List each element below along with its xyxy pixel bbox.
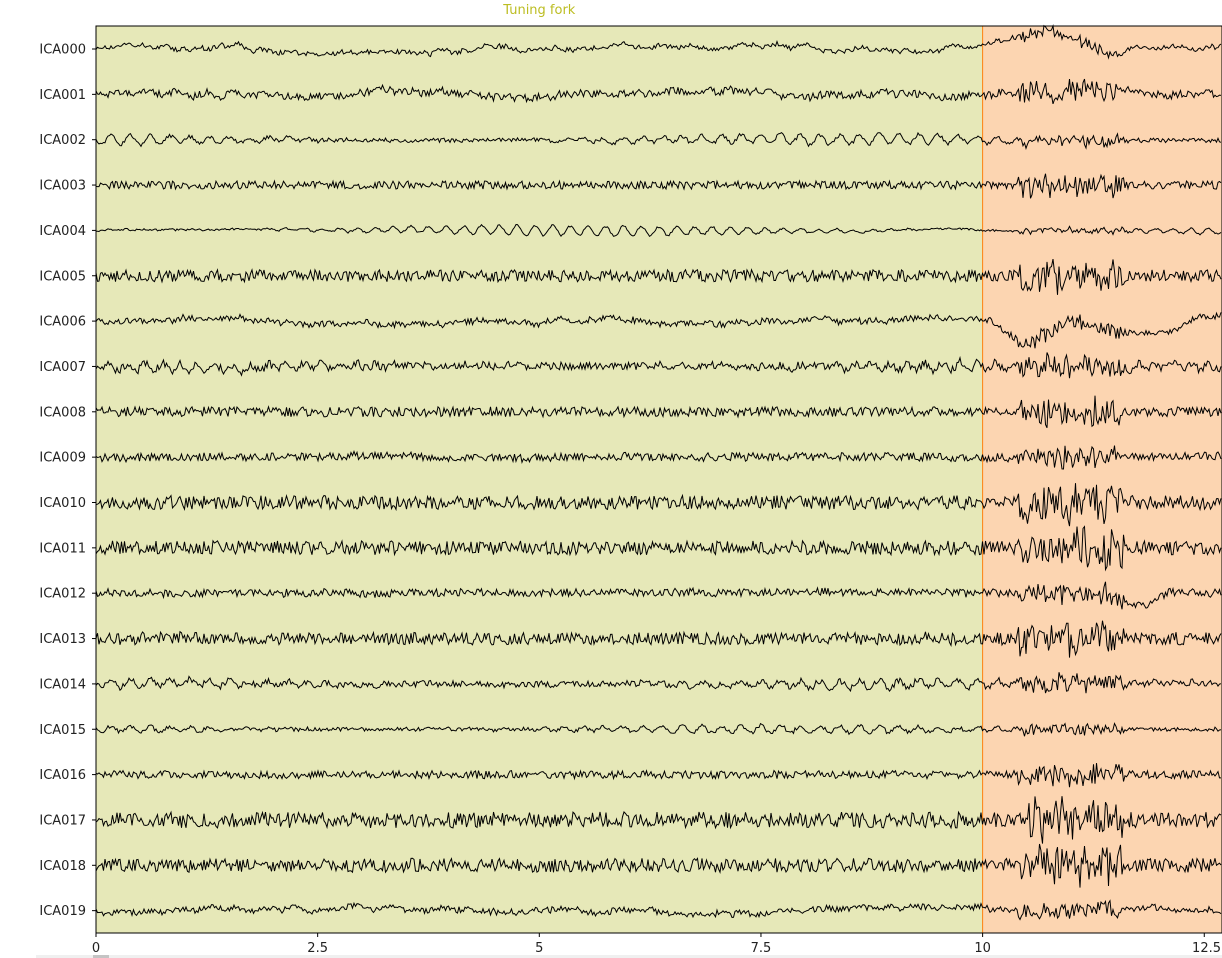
trace-ica012	[95, 581, 1222, 610]
channel-label-ica017[interactable]: ICA017	[39, 813, 86, 828]
x-tick-label-2: 5	[535, 941, 543, 956]
x-tick-label-3: 7.5	[751, 941, 772, 956]
channel-label-ica000[interactable]: ICA000	[39, 43, 86, 58]
trace-ica004	[95, 223, 1222, 238]
trace-ica003	[95, 173, 1222, 199]
trace-ica001	[95, 78, 1222, 105]
x-tick-label-0: 0	[92, 941, 100, 956]
annotation-label-0: Tuning fork	[502, 3, 576, 18]
horizontal-scrollbar[interactable]	[36, 955, 1222, 958]
channel-label-ica005[interactable]: ICA005	[39, 269, 86, 284]
trace-ica007	[95, 352, 1222, 379]
channel-label-ica006[interactable]: ICA006	[39, 315, 86, 330]
x-axis-ticks: 0 2.5 5 7.5 10 12.5	[92, 933, 1221, 956]
channel-label-ica019[interactable]: ICA019	[39, 904, 86, 919]
channel-label-ica003[interactable]: ICA003	[39, 179, 86, 194]
x-tick-label-4: 10	[974, 941, 991, 956]
trace-layer	[95, 24, 1222, 921]
scrollbar-thumb[interactable]	[93, 955, 109, 958]
channel-label-ica014[interactable]: ICA014	[39, 677, 86, 692]
trace-ica009	[95, 445, 1222, 470]
trace-ica017	[95, 796, 1222, 844]
channel-label-ica010[interactable]: ICA010	[39, 496, 86, 511]
trace-ica019	[95, 899, 1222, 921]
trace-ica005	[95, 259, 1222, 295]
channel-label-ica012[interactable]: ICA012	[39, 587, 86, 602]
channel-label-ica018[interactable]: ICA018	[39, 859, 86, 874]
channel-label-ica008[interactable]: ICA008	[39, 405, 86, 420]
x-tick-label-1: 2.5	[307, 941, 328, 956]
axes-frame	[95, 25, 1222, 934]
annotation-span-0[interactable]	[96, 26, 983, 933]
trace-ica010	[95, 483, 1222, 527]
channel-label-ica001[interactable]: ICA001	[39, 88, 86, 103]
channel-label-ica002[interactable]: ICA002	[39, 133, 86, 148]
channel-label-ica011[interactable]: ICA011	[39, 541, 86, 556]
annotation-layer: Tuning fork	[96, 3, 1222, 933]
trace-ica016	[95, 763, 1221, 788]
annotation-span-1[interactable]	[982, 26, 1222, 933]
trace-ica000	[95, 24, 1222, 60]
channel-label-ica015[interactable]: ICA015	[39, 723, 86, 738]
trace-ica002	[95, 131, 1222, 150]
x-tick-label-5: 12.5	[1192, 941, 1221, 956]
trace-ica015	[95, 722, 1222, 737]
trace-ica018	[95, 843, 1222, 888]
channel-labels: ICA000 ICA001 ICA002 ICA003 ICA004 ICA005 ICA0…	[39, 43, 96, 919]
trace-ica013	[95, 620, 1222, 658]
trace-ica011	[95, 525, 1222, 572]
channel-label-ica004[interactable]: ICA004	[39, 224, 86, 239]
axes-border	[95, 25, 1222, 934]
channel-label-ica016[interactable]: ICA016	[39, 768, 86, 783]
channel-label-ica007[interactable]: ICA007	[39, 360, 86, 375]
trace-ica006	[95, 311, 1222, 349]
channel-label-ica013[interactable]: ICA013	[39, 632, 86, 647]
channel-label-ica009[interactable]: ICA009	[39, 451, 86, 466]
trace-ica008	[95, 395, 1222, 429]
trace-ica014	[95, 672, 1222, 694]
